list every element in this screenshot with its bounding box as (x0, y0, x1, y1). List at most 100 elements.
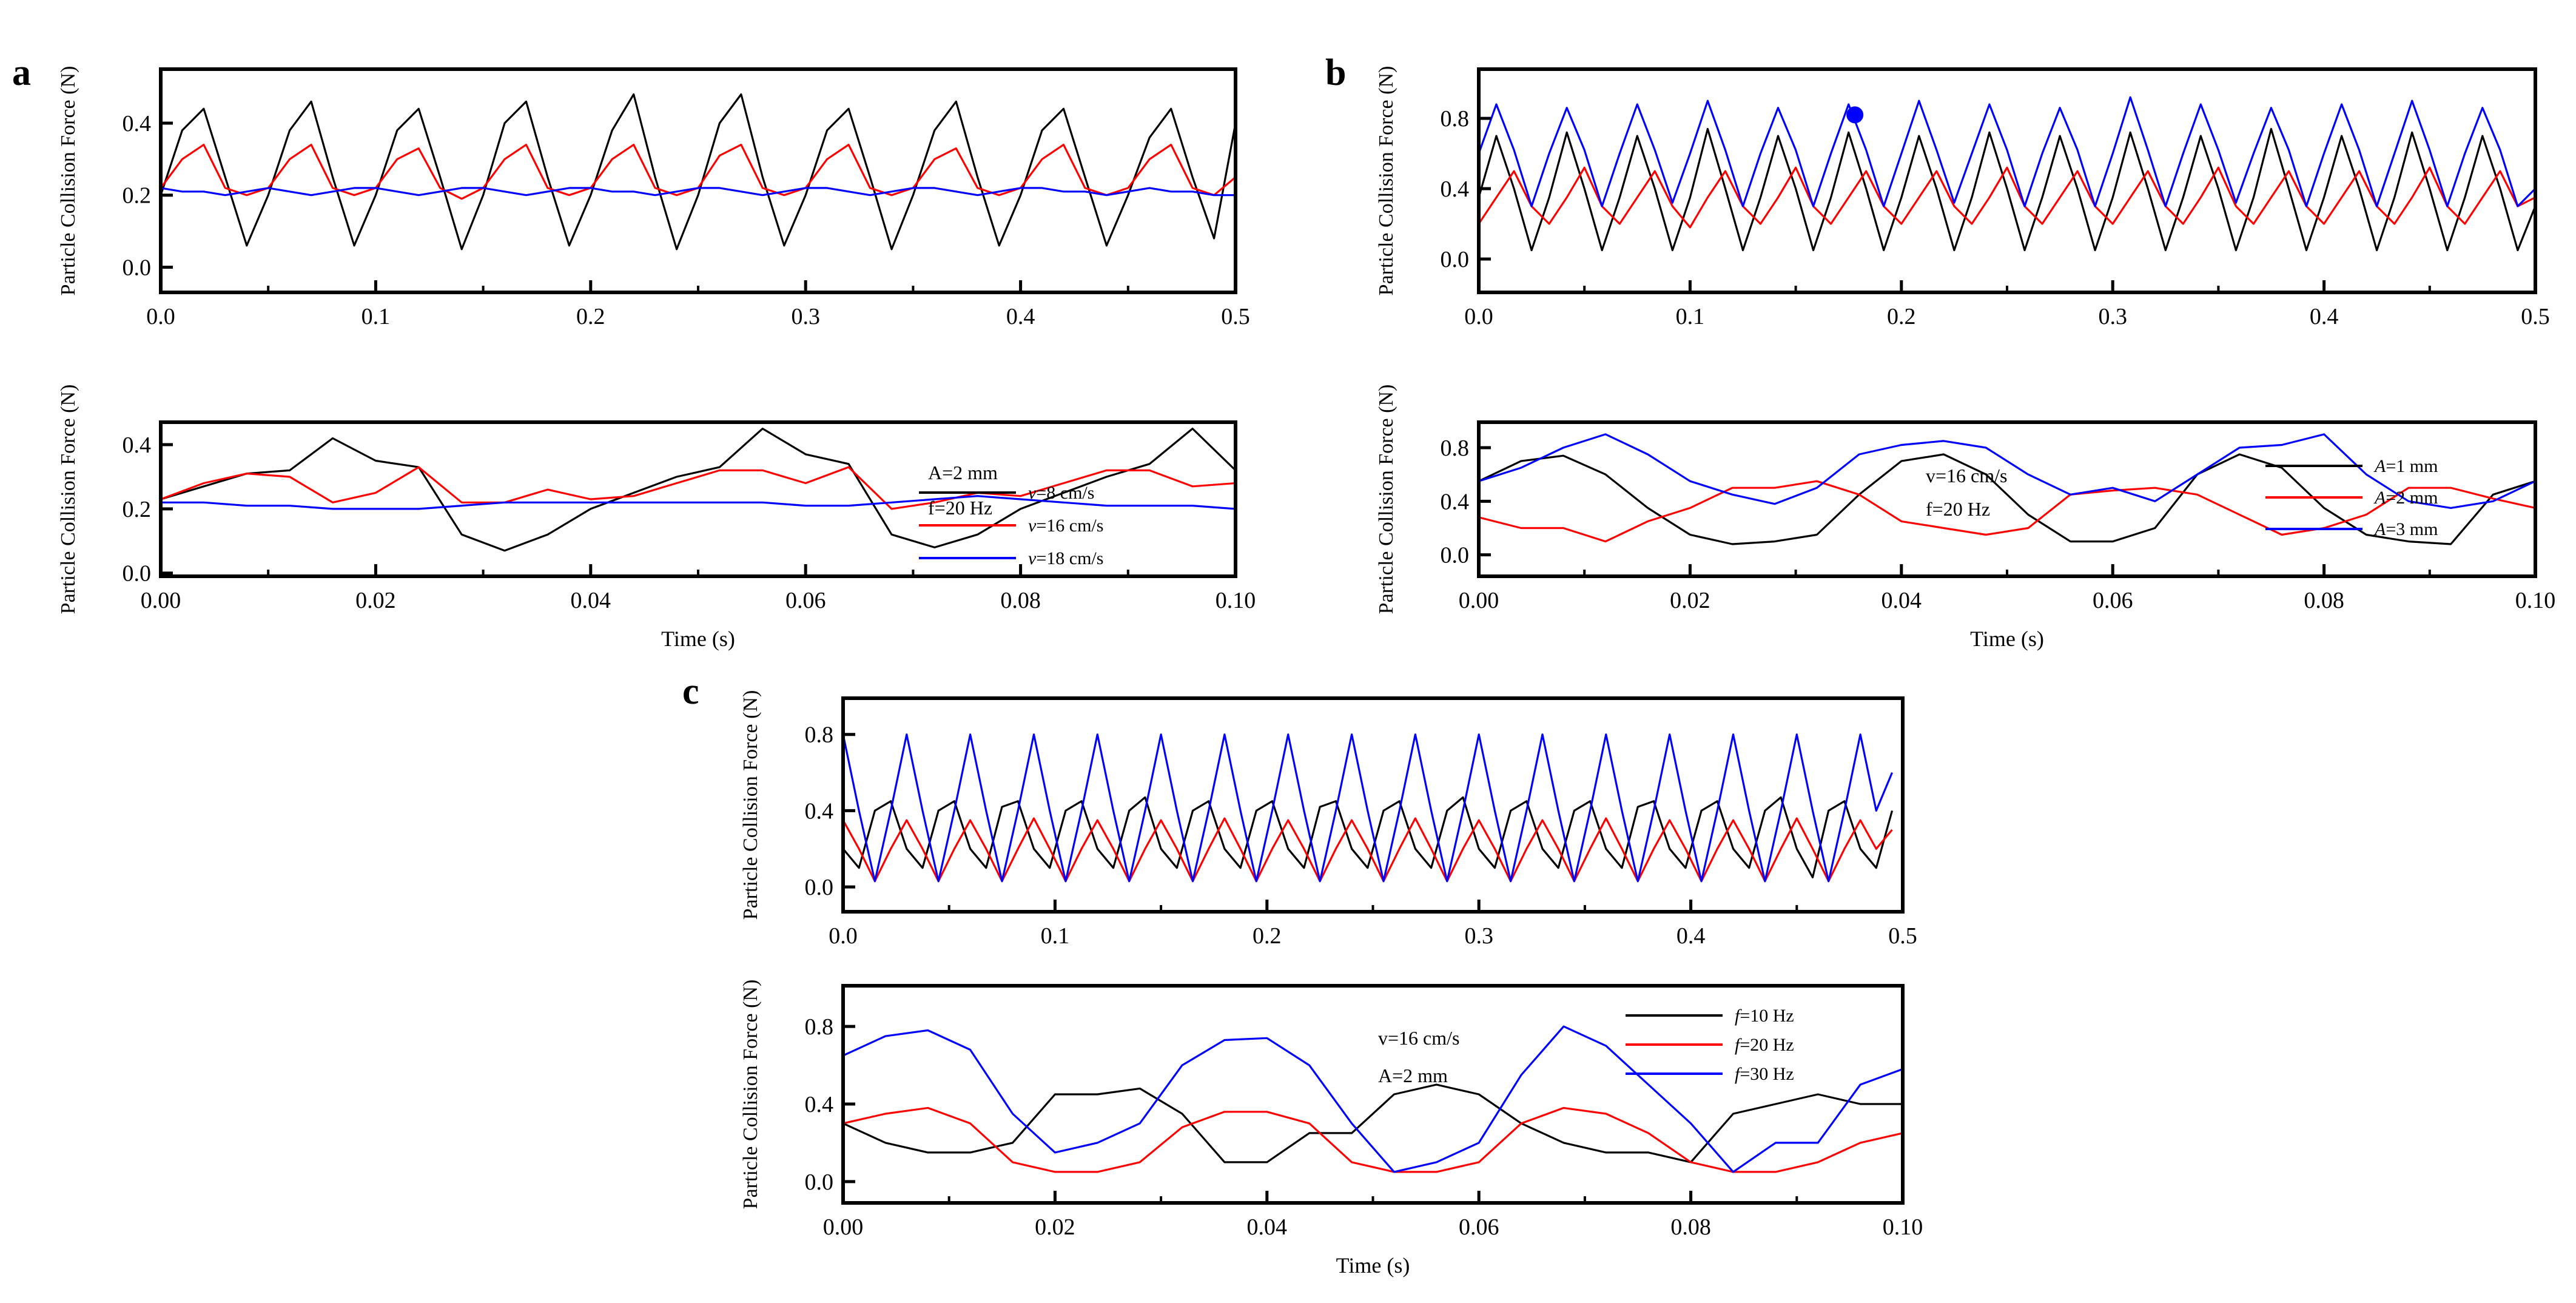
series-line-red (1478, 480, 2536, 543)
x-tick-label: 0.10 (2515, 588, 2556, 613)
x-tick-label: 0.04 (571, 588, 611, 613)
legend-label: f=10 Hz (1735, 1006, 1794, 1026)
y-tick-label: 0.0 (1441, 543, 1470, 568)
y-tick-label: 0.4 (805, 798, 834, 824)
y-tick-label: 0.4 (1441, 489, 1470, 514)
x-tick-label: 0.4 (1006, 304, 1035, 329)
x-tick-label: 0.00 (823, 1214, 864, 1240)
series-line-blue (842, 1025, 1903, 1173)
series-line-black (1478, 453, 2536, 545)
x-axis-label: Time (s) (1336, 1253, 1410, 1278)
y-axis-label: Particle Collision Force (N) (739, 980, 762, 1210)
x-tick-label: 0.0 (1464, 304, 1493, 329)
x-tick-label: 0.5 (1221, 304, 1250, 329)
legend: v=8 cm/s v=16 cm/s v=18 cm/s (919, 483, 1103, 568)
x-tick-label: 0.1 (1041, 923, 1070, 949)
plot-frame (1477, 67, 2537, 294)
y-tick-label: 0.0 (805, 1170, 834, 1195)
x-tick-label: 0.0 (829, 923, 858, 949)
x-tick-label: 0.06 (2093, 588, 2133, 613)
x-tick-label: 0.08 (1000, 588, 1041, 613)
legend-label: A=3 mm (2373, 519, 2438, 539)
legend-label: v=8 cm/s (1028, 483, 1094, 503)
y-tick-label: 0.4 (1441, 177, 1470, 202)
y-tick-label: 0.4 (123, 111, 152, 136)
series-line-black (842, 796, 1894, 879)
y-tick-label: 0.2 (123, 497, 152, 522)
series-line-blue (1478, 433, 2536, 510)
x-tick-label: 0.10 (1216, 588, 1256, 613)
annotation-text: v=16 cm/s (1926, 465, 2007, 487)
x-axis-label: Time (s) (1970, 627, 2044, 651)
x-tick-label: 0.2 (576, 304, 605, 329)
x-tick-label: 0.10 (1883, 1214, 1923, 1240)
x-tick-label: 0.04 (1882, 588, 1922, 613)
plot-frame (159, 67, 1237, 294)
legend: A=1 mm A=2 mm A=3 mm (2265, 456, 2438, 539)
panel-letter: a (12, 52, 31, 93)
y-tick-label: 0.4 (805, 1092, 834, 1117)
x-tick-label: 0.06 (1459, 1214, 1499, 1240)
x-tick-label: 0.1 (362, 304, 391, 329)
y-tick-label: 0.8 (805, 1014, 834, 1040)
y-tick-label: 0.4 (123, 433, 152, 458)
x-tick-label: 0.5 (1888, 923, 1917, 949)
panel-letter: b (1325, 52, 1346, 93)
series-line-red (842, 817, 1893, 883)
legend-label: f=20 Hz (1735, 1035, 1794, 1055)
x-tick-label: 0.02 (1035, 1214, 1075, 1240)
series-line-blue (842, 733, 1893, 883)
x-tick-label: 0.08 (2304, 588, 2344, 613)
chart-panel-a-top: 0.0 0.1 0.2 0.3 0.4 0.5 0.0 0.2 0.4 Particle Coll… (12, 52, 1250, 329)
y-axis-label: Particle Collision Force (N) (739, 690, 762, 920)
y-tick-label: 0.0 (805, 875, 834, 900)
x-tick-label: 0.02 (1670, 588, 1710, 613)
series-line-red (160, 466, 1236, 510)
series-line-black (160, 427, 1237, 552)
x-tick-label: 0.06 (785, 588, 826, 613)
series-line-blue (1478, 96, 2537, 207)
y-axis-label: Particle Collision Force (N) (1375, 66, 1397, 296)
annotation-text: A=2 mm (928, 462, 998, 483)
series-line-red (842, 1106, 1903, 1173)
x-axis-label: Time (s) (661, 627, 735, 651)
annotation-text: f=20 Hz (928, 497, 992, 519)
series-line-blue (161, 495, 1236, 510)
chart-panel-a-bottom: 0.00 0.02 0.04 0.06 0.08 0.10 0.0 0.2 0.4 Particl… (57, 385, 1256, 651)
y-axis-label: Particle Collision Force (N) (1375, 385, 1397, 614)
legend: f=10 Hz f=20 Hz f=30 Hz (1626, 1006, 1794, 1084)
data-point-marker (1846, 106, 1864, 124)
x-tick-label: 0.02 (355, 588, 396, 613)
series-line-blue (160, 187, 1236, 197)
x-tick-label: 0.3 (2098, 304, 2127, 329)
annotation-text: v=16 cm/s (1378, 1027, 1459, 1049)
annotation-text: f=20 Hz (1926, 498, 1990, 520)
legend-label: A=1 mm (2373, 456, 2438, 476)
x-tick-label: 0.00 (1459, 588, 1499, 613)
chart-panel-b-top: 0.0 0.1 0.2 0.3 0.4 0.5 0.0 0.4 0.8 Particle Coll… (1325, 52, 2550, 329)
y-tick-label: 0.8 (1441, 106, 1470, 132)
series-line-black (842, 1083, 1903, 1163)
chart-panel-b-bottom: 0.00 0.02 0.04 0.06 0.08 0.10 0.0 0.4 0.8 Particl… (1375, 385, 2555, 651)
x-tick-label: 0.4 (1676, 923, 1706, 949)
x-tick-label: 0.5 (2521, 304, 2550, 329)
y-tick-label: 0.2 (123, 183, 152, 209)
x-tick-label: 0.0 (146, 304, 175, 329)
chart-panel-c-top: 0.0 0.1 0.2 0.3 0.4 0.5 0.0 0.4 0.8 Particle Coll… (682, 671, 1917, 949)
chart-panel-c-bottom: 0.00 0.02 0.04 0.06 0.08 0.10 0.0 0.4 0.8 Particl… (739, 980, 1923, 1278)
x-tick-label: 0.3 (1464, 923, 1493, 949)
legend-label: f=30 Hz (1735, 1064, 1794, 1084)
series-line-black (160, 93, 1237, 251)
x-tick-label: 0.2 (1887, 304, 1916, 329)
x-tick-label: 0.08 (1670, 1214, 1711, 1240)
y-tick-label: 0.0 (123, 561, 152, 587)
series-line-black (1478, 127, 2537, 252)
x-tick-label: 0.00 (141, 588, 181, 613)
y-tick-label: 0.8 (1441, 436, 1470, 461)
x-tick-label: 0.2 (1253, 923, 1282, 949)
annotation-text: A=2 mm (1378, 1065, 1448, 1086)
x-tick-label: 0.1 (1676, 304, 1705, 329)
y-axis-label: Particle Collision Force (N) (57, 385, 79, 614)
legend-label: v=18 cm/s (1028, 548, 1103, 568)
